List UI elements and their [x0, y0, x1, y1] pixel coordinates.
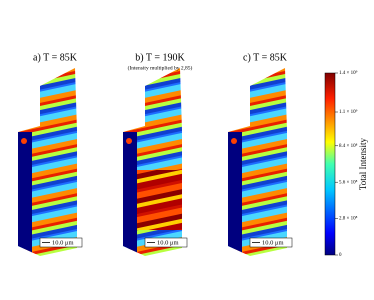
scale-bar-box — [249, 237, 293, 248]
colorbar-tick-label: 0 — [339, 253, 342, 258]
intensity-map: 10.0 μm — [18, 68, 83, 256]
map-edge — [228, 132, 242, 256]
scale-bar-label: 10.0 μm — [52, 239, 74, 246]
colorbar — [324, 72, 336, 256]
scale-bar-box — [39, 237, 83, 248]
panel-title: b) T = 190K — [135, 52, 185, 63]
map-spot — [21, 138, 27, 144]
map-clip — [228, 68, 287, 256]
colorbar-tick-label: 5.6 × 10⁸ — [339, 179, 358, 185]
panel-title: c) T = 85K — [243, 52, 288, 63]
scale-bar-label: 10.0 μm — [262, 239, 284, 246]
map-spot — [126, 138, 132, 144]
colorbar-label: Total Intensity — [358, 137, 368, 190]
scale-bar-label: 10.0 μm — [157, 239, 179, 246]
map-edge — [18, 132, 32, 256]
panel-title: a) T = 85K — [33, 52, 78, 63]
map-clip — [123, 68, 182, 256]
colorbar-tick-label: 2.8 × 10⁸ — [339, 216, 358, 222]
colorbar-tick-label: 1.1 × 10⁹ — [339, 109, 358, 115]
map-spot — [231, 138, 237, 144]
panel-subtitle: (Intensity multiplied by 2,85) — [128, 64, 193, 71]
map-clip — [18, 68, 77, 256]
scale-bar-box — [144, 237, 188, 248]
intensity-map: 10.0 μm — [123, 68, 188, 256]
colorbar-tick-label: 1.4 × 10⁹ — [339, 70, 358, 76]
intensity-map: 10.0 μm — [228, 68, 293, 256]
colorbar-tick-label: 8.4 × 10⁸ — [339, 143, 358, 149]
map-edge — [123, 132, 137, 256]
